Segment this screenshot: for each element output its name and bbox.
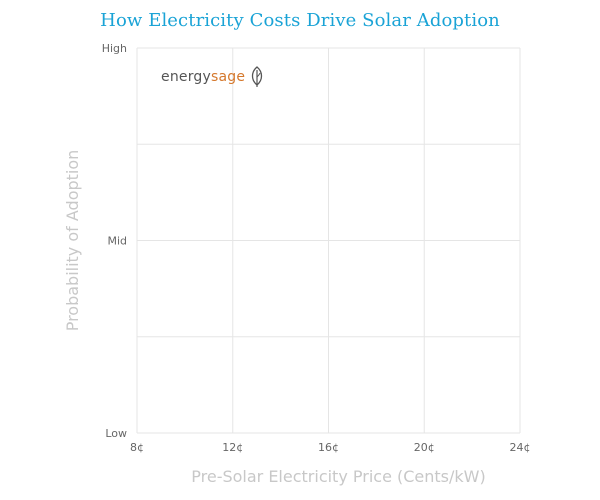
chart-title: How Electricity Costs Drive Solar Adopti…: [100, 10, 500, 31]
y-axis-title: Probability of Adoption: [63, 150, 82, 332]
x-tick-label: 20¢: [414, 441, 435, 454]
y-tick-label: High: [102, 42, 127, 55]
y-tick-label: Low: [105, 427, 127, 440]
x-tick-label: 16¢: [318, 441, 339, 454]
leaf-icon: [252, 66, 263, 87]
x-tick-label: 24¢: [510, 441, 531, 454]
x-axis-title: Pre-Solar Electricity Price (Cents/kW): [191, 467, 485, 486]
logo-word-energy: energy: [161, 69, 211, 85]
y-tick-label: Mid: [107, 235, 127, 248]
x-tick-label: 8¢: [130, 441, 144, 454]
logo-text: energysage: [161, 69, 245, 85]
logo-word-sage: sage: [210, 69, 246, 85]
energysage-logo: energysage: [161, 65, 265, 89]
x-tick-label: 12¢: [222, 441, 243, 454]
